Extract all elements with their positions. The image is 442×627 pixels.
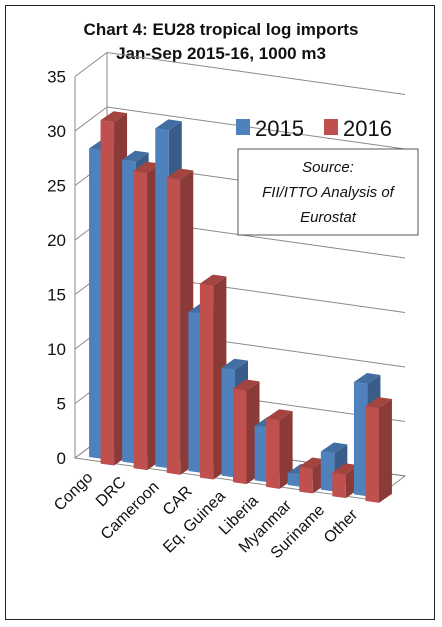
bar-front (320, 451, 335, 492)
bar-top (365, 397, 392, 409)
bar-front (122, 159, 136, 464)
chart-title-block: Chart 4: EU28 tropical log imports Jan-S… (0, 18, 442, 66)
bar-front (332, 472, 346, 499)
bar-top (332, 463, 359, 475)
bar-front (221, 367, 235, 478)
bar-side (279, 411, 293, 489)
source-annotation: Source: FII/ITTO Analysis of Eurostat (237, 148, 419, 236)
side-gridline-30 (74, 106, 108, 132)
bar-top (166, 168, 194, 180)
bar-top (266, 409, 293, 421)
bar-front (133, 170, 148, 471)
y-tick-label-20: 20 (47, 231, 66, 250)
y-tick-label-0: 0 (57, 449, 66, 468)
bar-top (133, 161, 161, 173)
bar-top (353, 373, 381, 384)
gridline-30 (106, 106, 406, 150)
bar-top (199, 274, 227, 286)
bar-front (266, 418, 280, 489)
y-tick-label-25: 25 (47, 177, 66, 196)
bar-front (365, 406, 379, 503)
legend-layer: 2015 2016 (236, 116, 392, 141)
source-line-1: Source: (302, 159, 354, 176)
bar-front (299, 466, 313, 494)
bar-front (89, 148, 103, 459)
legend-swatch-2015 (236, 119, 250, 135)
bar-top (233, 379, 260, 391)
bar-2016-other (365, 397, 392, 503)
bar-front (188, 311, 202, 473)
chart-title: Chart 4: EU28 tropical log imports (83, 20, 359, 39)
x-tick-label-congo: Congo (51, 469, 96, 514)
chart-subtitle: Jan-Sep 2015-16, 1000 m3 (116, 44, 326, 63)
gridline-35 (106, 52, 406, 95)
bar-top (221, 358, 248, 370)
bar-front (166, 177, 181, 475)
bar-front (155, 128, 169, 469)
bar-top (100, 111, 128, 123)
bar-side (378, 399, 392, 503)
y-tick-label-35: 35 (47, 68, 66, 87)
bar-front (100, 120, 115, 466)
bar-front (254, 425, 269, 483)
bars-layer (89, 111, 392, 503)
legend-label-2015: 2015 (255, 116, 304, 141)
source-line-3: Eurostat (300, 209, 357, 226)
x-tick-label-other: Other (321, 506, 362, 547)
bar-top (155, 119, 182, 131)
legend-label-2016: 2016 (343, 116, 392, 141)
bar-front (233, 388, 247, 485)
bar-front (199, 283, 214, 480)
bar-top (122, 150, 149, 162)
side-gridline-35 (74, 52, 108, 77)
bar-front (287, 472, 302, 487)
y-tick-label-30: 30 (47, 122, 66, 141)
bar-front (353, 382, 368, 497)
legend-swatch-2016 (324, 119, 338, 135)
source-line-2: FII/ITTO Analysis of (262, 184, 396, 201)
y-tick-label-15: 15 (47, 286, 66, 305)
bar-top (299, 457, 326, 469)
source-box (237, 148, 419, 236)
y-tick-label-5: 5 (57, 395, 66, 414)
y-tick-label-10: 10 (47, 340, 66, 359)
bar-top (320, 442, 348, 454)
bar-2016-liberia (266, 409, 293, 489)
